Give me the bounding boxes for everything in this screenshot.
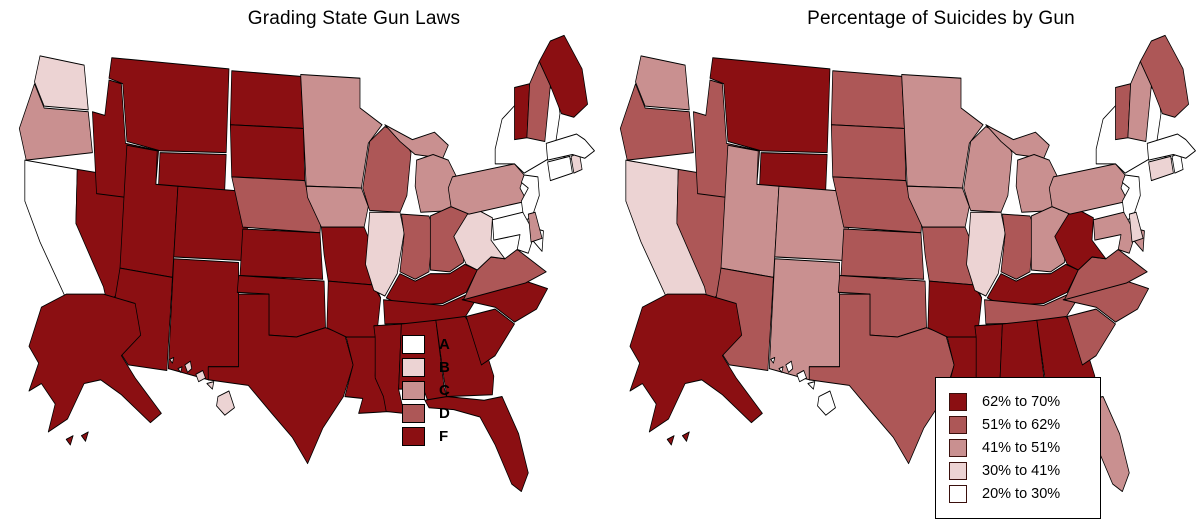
legend-item: C	[402, 381, 451, 400]
state-ar	[326, 280, 382, 338]
state-de	[527, 211, 543, 243]
state-ar	[927, 280, 983, 338]
state-ak	[629, 293, 763, 433]
state-hi	[184, 360, 193, 373]
state-il	[365, 211, 405, 297]
state-sd	[830, 124, 907, 182]
state-sd	[229, 124, 306, 182]
state-wv	[453, 209, 506, 271]
state-nh	[1127, 60, 1152, 143]
state-me	[538, 34, 588, 118]
state-wv	[1054, 209, 1107, 271]
legend-label: A	[439, 336, 451, 353]
legend-swatch	[402, 381, 425, 400]
legend-swatch	[949, 393, 967, 411]
state-hi	[216, 390, 235, 416]
state-nd	[830, 70, 905, 129]
state-nm	[768, 258, 840, 381]
state-ct	[1148, 155, 1174, 182]
state-ks	[840, 228, 925, 280]
legend-label: 20% to 30%	[982, 486, 1061, 502]
map-title-suicides: Percentage of Suicides by Gun	[807, 8, 1075, 29]
legend-label: 41% to 51%	[982, 440, 1061, 456]
state-hi	[796, 369, 807, 383]
legend-label: 30% to 41%	[982, 463, 1061, 479]
state-nd	[229, 70, 304, 129]
legend-swatch	[949, 462, 967, 480]
us-choropleth-suicides-by-gun	[619, 34, 1196, 493]
legend-label: D	[439, 405, 451, 422]
legend-swatch	[402, 404, 425, 423]
legend-label: C	[439, 382, 451, 399]
legend-swatch	[402, 427, 425, 446]
state-hi	[770, 356, 776, 364]
state-hi	[169, 356, 175, 364]
legend-item: D	[402, 404, 451, 423]
legend-item: 41% to 51%	[949, 439, 1090, 457]
legend-swatch	[949, 485, 967, 503]
state-wa	[34, 55, 89, 111]
legend-label: B	[439, 359, 451, 376]
state-in	[1000, 213, 1035, 280]
state-nh	[526, 60, 551, 143]
state-ct	[547, 155, 573, 182]
legend-item: B	[402, 358, 451, 377]
legend-item: F	[402, 427, 451, 446]
state-de	[1128, 211, 1144, 243]
state-pa	[1048, 163, 1129, 215]
legend-item: 30% to 41%	[949, 462, 1090, 480]
state-ma	[1146, 133, 1196, 161]
legend-item: 62% to 70%	[949, 393, 1090, 411]
state-ak	[682, 431, 690, 442]
state-me	[1139, 34, 1189, 118]
state-tx	[207, 293, 354, 465]
state-hi	[807, 381, 816, 390]
state-mn	[901, 73, 984, 189]
state-pa	[447, 163, 528, 215]
state-fl	[424, 396, 529, 493]
legend-swatch	[402, 358, 425, 377]
state-ks	[239, 228, 324, 280]
state-hi	[785, 360, 794, 373]
state-hi	[778, 366, 784, 373]
legend-item: 20% to 30%	[949, 485, 1090, 503]
legend-swatch	[949, 439, 967, 457]
state-tx	[808, 293, 955, 465]
suicides-map-panel: Percentage of Suicides by Gun 62% to 70%…	[601, 0, 1201, 519]
state-ak	[81, 431, 89, 442]
state-sc	[465, 308, 515, 366]
legend-label: F	[439, 428, 450, 445]
state-mi	[985, 124, 1050, 159]
state-in	[399, 213, 434, 280]
state-mt	[108, 57, 230, 154]
us-choropleth-gun-laws	[18, 34, 595, 493]
legend-item: A	[402, 335, 451, 354]
legend-suicide-percent-ranges: 62% to 70% 51% to 62% 41% to 51% 30% to 41%…	[935, 377, 1101, 519]
state-mt	[709, 57, 831, 154]
state-mn	[300, 73, 383, 189]
state-ak	[65, 435, 74, 446]
state-hi	[206, 381, 215, 390]
state-hi	[195, 369, 206, 383]
legend-item: 51% to 62%	[949, 416, 1090, 434]
map-title-gun-laws: Grading State Gun Laws	[247, 8, 461, 29]
state-mi	[384, 124, 449, 159]
state-hi	[817, 390, 836, 416]
state-ak	[28, 293, 162, 433]
legend-label: 62% to 70%	[982, 394, 1061, 410]
state-nm	[167, 258, 240, 381]
state-sc	[1066, 308, 1116, 366]
legend-swatch	[402, 335, 425, 354]
legend-swatch	[949, 416, 967, 434]
state-ak	[666, 435, 675, 446]
legend-label: 51% to 62%	[982, 417, 1061, 433]
state-hi	[177, 366, 183, 373]
state-wa	[635, 55, 690, 111]
state-ma	[545, 133, 595, 161]
state-il	[966, 211, 1006, 297]
